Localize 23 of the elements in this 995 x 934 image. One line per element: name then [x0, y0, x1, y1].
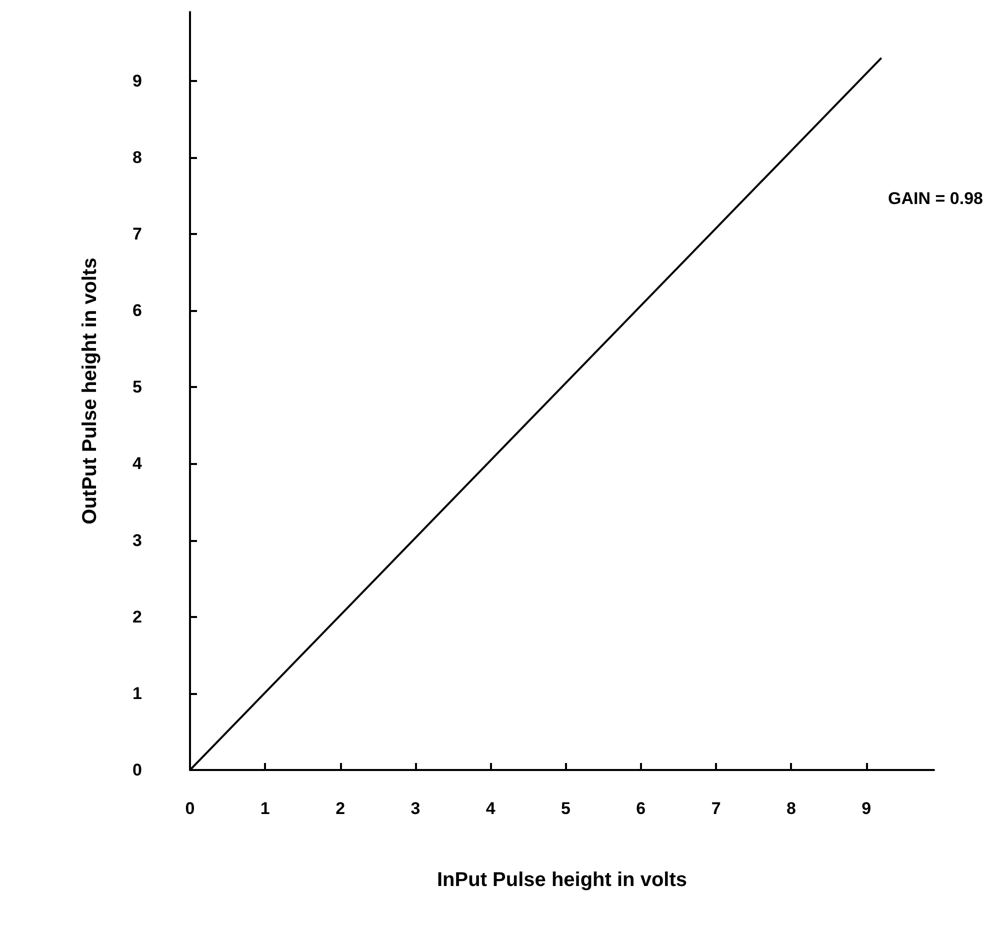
x-tick-label: 5: [561, 799, 570, 818]
x-tick-label: 3: [410, 799, 420, 818]
x-axis-title: InPut Pulse height in volts: [436, 869, 688, 891]
annotation: GAIN = 0.98: [888, 189, 984, 208]
x-tick-label: 9: [862, 799, 872, 818]
x-tick-label: 0: [185, 799, 195, 818]
x-tick-label: 4: [486, 799, 496, 818]
x-tick-label: 8: [786, 799, 796, 818]
y-tick-label: 1: [132, 684, 142, 703]
y-tick-label: 4: [132, 454, 143, 474]
x-tick-label: 2: [336, 799, 346, 818]
y-tick-label: 3: [132, 530, 142, 550]
y-tick-label: 8: [132, 148, 142, 167]
y-tick-label: 0: [132, 760, 142, 780]
y-tick-label: 9: [132, 71, 142, 90]
y-tick-label: 2: [132, 607, 142, 626]
y-tick-label: 7: [132, 224, 142, 244]
y-axis-title: OutPut Pulse height in volts: [79, 258, 101, 524]
y-tick-label: 5: [132, 378, 142, 397]
y-tick-label: 6: [132, 301, 142, 320]
x-tick-label: 7: [711, 799, 721, 818]
x-tick-label: 1: [260, 799, 270, 818]
x-tick-label: 6: [636, 799, 646, 818]
